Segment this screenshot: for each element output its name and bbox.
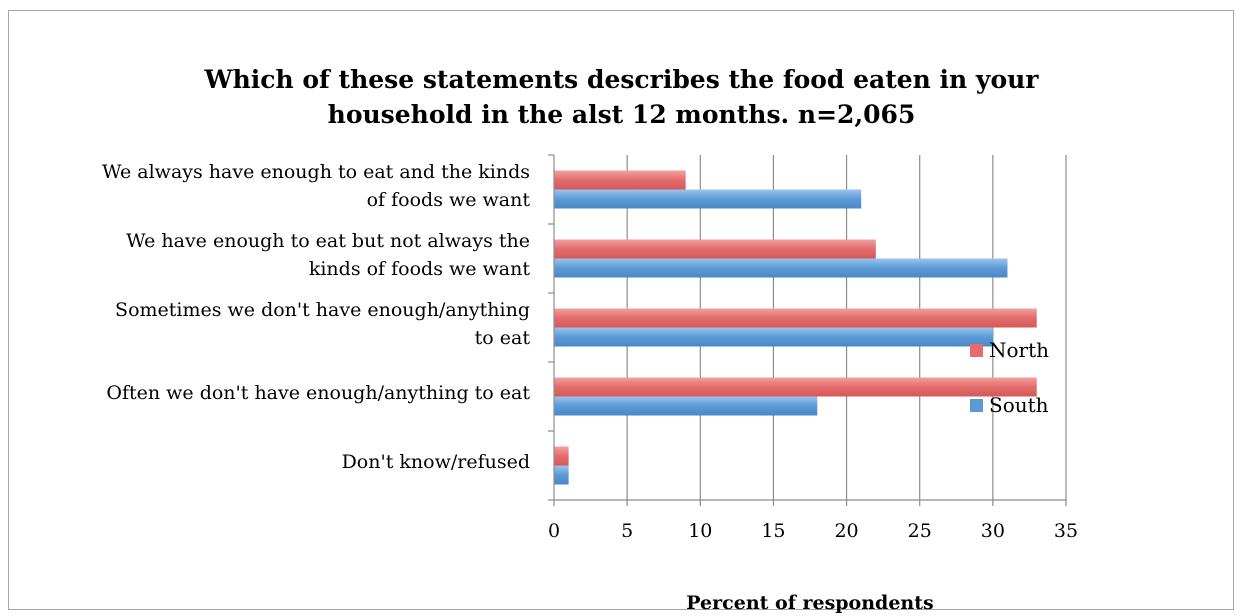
legend-label: South (989, 393, 1049, 417)
x-tick-label: 35 (1054, 520, 1078, 542)
x-tick-label: 25 (908, 520, 932, 542)
x-tick-label: 30 (981, 520, 1005, 542)
x-tick-label: 5 (621, 520, 633, 542)
category-label: Sometimes we don't have enough/anything … (115, 298, 530, 349)
category-label: Don't know/refused (341, 450, 530, 473)
legend-item-north: North (970, 338, 1049, 362)
x-tick-label: 15 (761, 520, 785, 542)
bar-south-2 (554, 327, 993, 347)
bar-north-1 (554, 239, 876, 259)
legend-swatch (970, 343, 983, 357)
x-axis-label: Percent of respondents (686, 592, 934, 614)
x-tick-labels: 0 5 10 15 20 25 30 35 (548, 520, 1078, 542)
category-label: We have enough to eat but not always the… (126, 229, 530, 280)
legend-swatch (970, 398, 983, 412)
chart-title: Which of these statements describes the … (204, 65, 1039, 129)
bar-north-4 (554, 446, 569, 466)
bar-south-4 (554, 465, 569, 485)
bar-south-0 (554, 189, 862, 209)
bar-north-2 (554, 308, 1037, 328)
x-tick-label: 10 (688, 520, 712, 542)
x-tick-label: 0 (548, 520, 560, 542)
legend-label: North (989, 338, 1050, 362)
bar-north-3 (554, 377, 1037, 397)
legend-item-south: South (970, 393, 1049, 417)
bar-north-0 (554, 170, 686, 190)
bars (554, 170, 1037, 485)
x-tick-label: 20 (834, 520, 858, 542)
category-label: We always have enough to eat and the kin… (102, 160, 530, 211)
bar-south-1 (554, 258, 1008, 278)
axes (548, 154, 1067, 506)
bar-south-3 (554, 396, 818, 416)
category-label: Often we don't have enough/anything to e… (106, 381, 530, 404)
